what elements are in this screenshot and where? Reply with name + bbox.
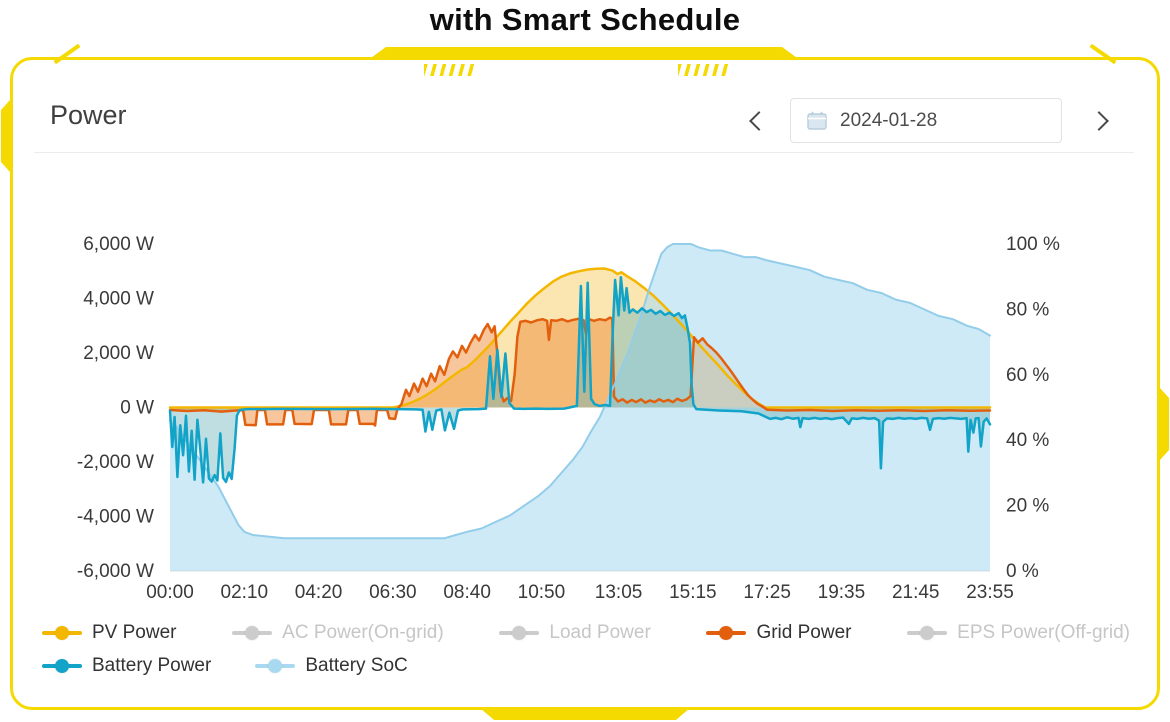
svg-text:2,000 W: 2,000 W <box>83 343 154 364</box>
battery-soc-legend-icon <box>255 658 296 674</box>
svg-text:04:20: 04:20 <box>295 582 343 603</box>
svg-text:17:25: 17:25 <box>743 582 791 603</box>
frame-left-accent <box>1 100 10 172</box>
svg-text:100 %: 100 % <box>1006 234 1060 255</box>
legend-item-load-power[interactable]: Load Power <box>499 622 651 644</box>
date-picker[interactable]: 2024-01-28 <box>790 98 1062 143</box>
svg-text:19:35: 19:35 <box>818 582 866 603</box>
hatch-decoration-right <box>678 64 728 76</box>
svg-text:-6,000 W: -6,000 W <box>77 561 154 582</box>
power-chart[interactable]: 6,000 W 4,000 W 2,000 W 0 W -2,000 W -4,000 W… <box>30 220 1140 620</box>
svg-text:6,000 W: 6,000 W <box>83 234 154 255</box>
svg-text:0 %: 0 % <box>1006 561 1039 582</box>
legend-label: PV Power <box>92 622 177 643</box>
svg-text:4,000 W: 4,000 W <box>83 289 154 310</box>
date-next-button[interactable] <box>1086 106 1116 136</box>
svg-text:08:40: 08:40 <box>443 582 491 603</box>
svg-text:40 %: 40 % <box>1006 430 1049 451</box>
legend-item-battery-soc[interactable]: Battery SoC <box>255 655 408 677</box>
svg-text:10:50: 10:50 <box>518 582 566 603</box>
svg-text:00:00: 00:00 <box>146 582 194 603</box>
svg-text:20 %: 20 % <box>1006 496 1049 517</box>
ac-power-legend-icon <box>232 625 273 641</box>
load-power-legend-icon <box>499 625 540 641</box>
header-divider <box>34 152 1134 153</box>
legend-label: Grid Power <box>756 622 852 643</box>
date-value: 2024-01-28 <box>840 109 938 131</box>
svg-text:21:45: 21:45 <box>892 582 940 603</box>
legend-row-2: Battery Power Battery SoC <box>42 655 1130 677</box>
svg-text:80 %: 80 % <box>1006 299 1049 320</box>
legend-label: EPS Power(Off-grid) <box>957 622 1130 643</box>
chevron-right-icon <box>1089 111 1109 131</box>
legend-label: Battery SoC <box>305 655 408 676</box>
svg-text:23:55: 23:55 <box>966 582 1014 603</box>
chart-series-lines <box>168 243 992 540</box>
grid-power-legend-icon <box>706 625 747 641</box>
legend-label: Battery Power <box>92 655 212 676</box>
calendar-icon <box>807 111 827 130</box>
svg-text:13:05: 13:05 <box>595 582 643 603</box>
legend-item-ac-power[interactable]: AC Power(On-grid) <box>232 622 444 644</box>
svg-text:-4,000 W: -4,000 W <box>77 507 154 528</box>
chart-legend: PV Power AC Power(On-grid) Load Power Gr… <box>42 622 1130 677</box>
svg-text:0 W: 0 W <box>120 398 154 419</box>
chart-axis-labels: 6,000 W 4,000 W 2,000 W 0 W -2,000 W -4,000 W… <box>77 234 1060 603</box>
page-title: with Smart Schedule <box>429 2 741 37</box>
battery-power-legend-icon <box>42 658 82 674</box>
frame-right-accent <box>1160 388 1169 460</box>
legend-item-grid-power[interactable]: Grid Power <box>706 622 851 644</box>
chevron-left-icon <box>749 111 769 131</box>
frame-bottom-banner <box>480 708 690 720</box>
svg-text:15:15: 15:15 <box>669 582 717 603</box>
svg-text:06:30: 06:30 <box>369 582 417 603</box>
legend-item-eps-power[interactable]: EPS Power(Off-grid) <box>907 622 1130 644</box>
eps-power-legend-icon <box>907 625 948 641</box>
legend-item-battery-power[interactable]: Battery Power <box>42 655 211 677</box>
date-prev-button[interactable] <box>742 106 772 136</box>
frame-top-banner <box>368 47 800 60</box>
card-title: Power <box>50 100 127 130</box>
legend-row-1: PV Power AC Power(On-grid) Load Power Gr… <box>42 622 1130 644</box>
legend-label: AC Power(On-grid) <box>282 622 444 643</box>
svg-text:60 %: 60 % <box>1006 365 1049 386</box>
svg-text:-2,000 W: -2,000 W <box>77 452 154 473</box>
legend-label: Load Power <box>549 622 651 643</box>
pv-power-legend-icon <box>42 625 82 641</box>
svg-text:02:10: 02:10 <box>221 582 269 603</box>
hatch-decoration-left <box>424 64 474 76</box>
legend-item-pv-power[interactable]: PV Power <box>42 622 176 644</box>
